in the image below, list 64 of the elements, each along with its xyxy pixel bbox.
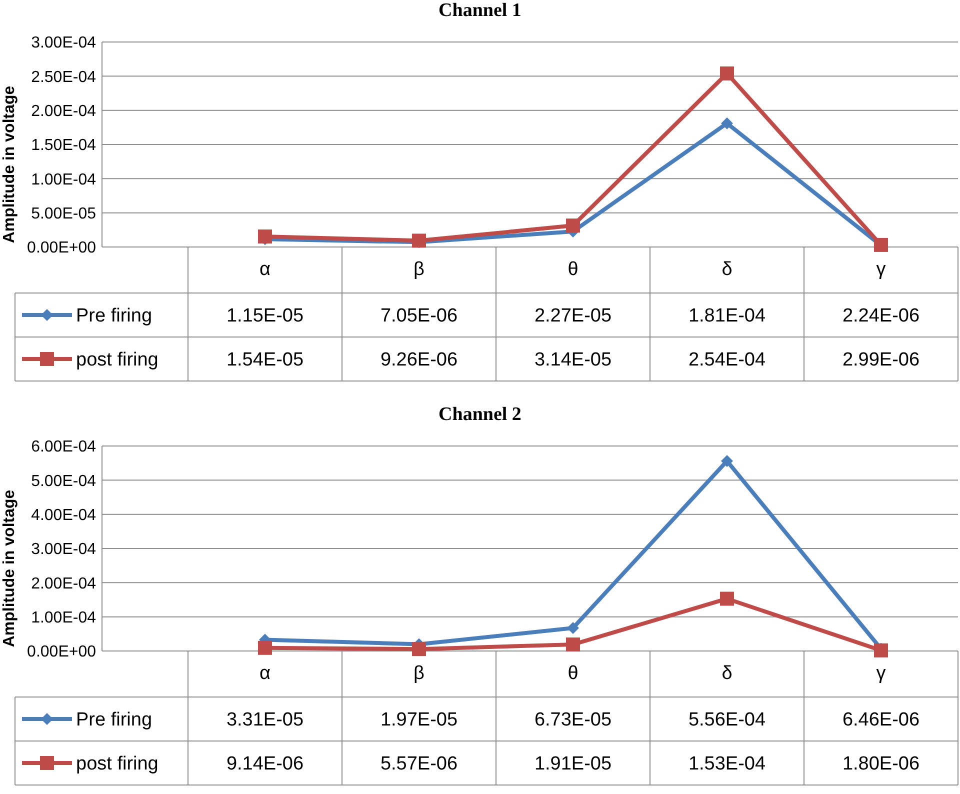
point [566, 218, 580, 233]
y-tick-label: 3.00E-04 [31, 541, 96, 558]
data-label: 1.91E-05 [534, 754, 612, 775]
legend-label: post firing [76, 350, 158, 371]
chart-title: Channel 1 [438, 0, 522, 21]
y-tick-label: 2.00E-04 [31, 102, 96, 120]
x-tick-label: θ [568, 259, 578, 280]
x-tick-label: γ [876, 259, 886, 280]
legend-label: Pre firing [76, 306, 152, 327]
data-label: 9.14E-06 [226, 754, 304, 775]
y-tick-label: 1.00E-04 [31, 609, 96, 626]
y-tick-label: 2.50E-04 [31, 68, 96, 86]
y-axis-title: Amplitude in voltage [1, 86, 18, 244]
x-tick-label: θ [568, 663, 578, 684]
y-tick-label: 5.00E-05 [31, 205, 96, 222]
point [720, 66, 734, 80]
point [721, 455, 733, 468]
y-tick-label: 0.00E+00 [27, 644, 96, 661]
y-tick-label: 4.00E-04 [31, 506, 96, 524]
point [874, 643, 888, 658]
point [721, 117, 733, 130]
x-tick-label: α [260, 259, 271, 280]
chart-title: Channel 2 [438, 404, 522, 425]
y-tick-label: 5.00E-04 [31, 472, 96, 490]
data-label: 1.80E-06 [842, 754, 920, 775]
x-tick-label: γ [876, 663, 886, 684]
y-tick-label: 0.00E+00 [27, 240, 96, 257]
data-label: 1.81E-04 [688, 306, 766, 327]
data-label: 1.97E-05 [380, 710, 458, 731]
data-label: 5.57E-06 [380, 754, 458, 775]
data-label: 6.46E-06 [842, 710, 920, 731]
y-tick-label: 6.00E-04 [31, 438, 96, 456]
data-label: 9.26E-06 [380, 350, 458, 371]
point [258, 640, 272, 655]
y-tick-label: 2.00E-04 [31, 575, 96, 592]
data-label: 7.05E-06 [380, 306, 458, 327]
y-tick-label: 1.00E-04 [31, 171, 96, 188]
data-label: 5.56E-04 [688, 710, 766, 731]
data-label: 6.73E-05 [534, 710, 612, 731]
x-tick-label: δ [722, 663, 732, 684]
data-label: 1.53E-04 [688, 754, 766, 775]
data-label: 3.14E-05 [534, 350, 612, 371]
point [258, 229, 272, 244]
y-axis-title: Amplitude in voltage [1, 490, 18, 648]
data-label: 2.27E-05 [534, 306, 612, 327]
point [566, 637, 580, 652]
point [567, 622, 579, 634]
data-label: 1.15E-05 [226, 306, 304, 327]
data-label: 2.24E-06 [842, 306, 920, 327]
legend-label: Pre firing [76, 710, 152, 731]
y-tick-label: 1.50E-04 [31, 137, 96, 154]
x-tick-label: δ [722, 259, 732, 280]
data-label: 3.31E-05 [226, 710, 304, 731]
point [412, 642, 426, 656]
x-tick-label: β [414, 259, 425, 280]
data-label: 2.99E-06 [842, 350, 920, 371]
data-label: 1.54E-05 [226, 350, 304, 371]
legend-label: post firing [76, 754, 158, 775]
y-tick-label: 3.00E-04 [31, 34, 96, 52]
x-tick-label: α [260, 663, 271, 684]
data-label: 2.54E-04 [688, 350, 766, 371]
point [412, 234, 426, 248]
x-tick-label: β [414, 663, 425, 684]
point [720, 592, 734, 606]
